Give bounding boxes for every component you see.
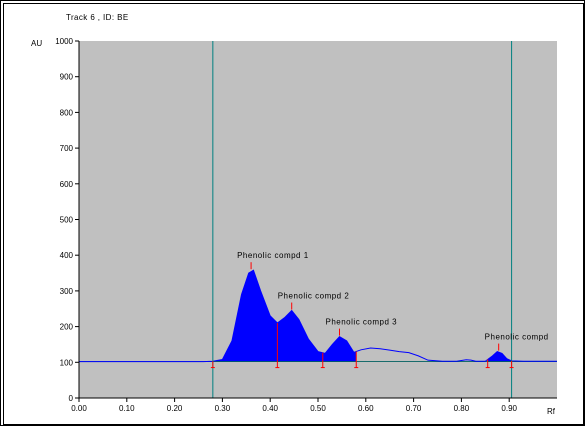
- y-axis-label: AU: [31, 39, 42, 48]
- x-tick-label: 0.60: [358, 404, 374, 413]
- y-tick-label: 1000: [55, 37, 73, 46]
- x-tick-label: 0.10: [119, 404, 135, 413]
- y-tick-label: 800: [60, 108, 74, 117]
- x-tick-label: 0.30: [215, 404, 231, 413]
- peak-annotation: Phenolic compd 1: [237, 251, 309, 260]
- peak-annotation: Phenolic compd 2: [278, 292, 350, 301]
- peak-fill-region: [487, 351, 512, 362]
- x-tick-label: 0.50: [310, 404, 326, 413]
- y-tick-label: 0: [69, 394, 74, 403]
- peak-annotation: Phenolic compd 3: [326, 318, 398, 327]
- y-tick-label: 400: [60, 251, 74, 260]
- peak-annotation: Phenolic compd: [485, 333, 549, 342]
- chart-inner-frame: [3, 3, 584, 425]
- series-line: [79, 269, 557, 363]
- y-tick-label: 300: [60, 287, 74, 296]
- y-tick-label: 700: [60, 144, 74, 153]
- y-tick-label: 600: [60, 180, 74, 189]
- y-tick-label: 900: [60, 73, 74, 82]
- x-tick-label: 0.90: [501, 404, 517, 413]
- chart-title: Track 6 , ID: BE: [66, 13, 129, 22]
- x-tick-label: 0.80: [454, 404, 470, 413]
- x-tick-label: 0.40: [262, 404, 278, 413]
- peak-fill-region: [212, 270, 357, 362]
- x-axis-label: Rf: [547, 407, 556, 416]
- y-tick-label: 200: [60, 323, 74, 332]
- x-tick-label: 0.20: [167, 404, 183, 413]
- x-tick-label: 0.00: [71, 404, 87, 413]
- y-tick-label: 100: [60, 358, 74, 367]
- x-tick-label: 0.70: [406, 404, 422, 413]
- plot-area: [79, 41, 557, 398]
- y-tick-label: 500: [60, 216, 74, 225]
